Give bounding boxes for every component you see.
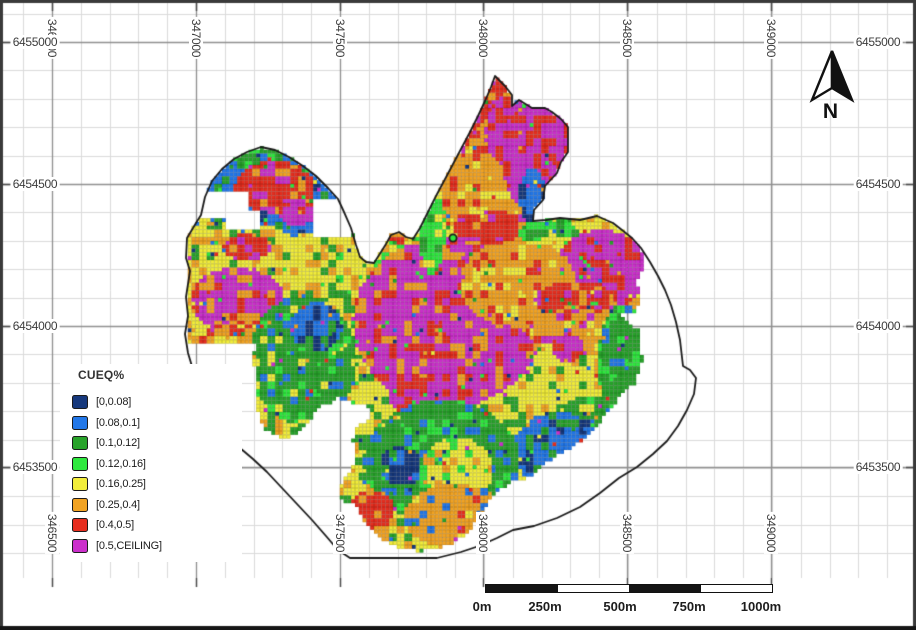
scale-bar-label: 1000m [740, 599, 782, 614]
y-axis-label-right: 6455000 [853, 35, 903, 49]
x-axis-label-bottom: 349000 [764, 511, 778, 555]
scale-bar-segment [486, 585, 558, 592]
y-axis-label-right: 6454000 [853, 319, 903, 333]
x-axis-label-top: 347500 [333, 16, 347, 60]
y-axis-label-left: 6454500 [10, 177, 60, 191]
x-axis-label-bottom: 347500 [333, 511, 347, 555]
legend-item-label: [0.08,0.1] [96, 416, 140, 429]
legend-swatch-icon [72, 415, 88, 430]
scale-bar [485, 584, 773, 593]
legend-item-label: [0.25,0.4] [96, 498, 140, 511]
legend-item: [0.4,0.5] [66, 515, 242, 536]
legend-item: [0.12,0.16] [66, 454, 242, 475]
legend-swatch-icon [72, 456, 88, 471]
legend-item-label: [0.5,CEILING] [96, 539, 162, 552]
legend-item-label: [0.4,0.5] [96, 519, 134, 532]
scale-bar-label: 0m [472, 599, 492, 614]
y-axis-label-right: 6453500 [853, 460, 903, 474]
y-axis-label-right: 6454500 [853, 177, 903, 191]
legend-item-label: [0.1,0.12] [96, 437, 140, 450]
x-axis-label-bottom: 348000 [476, 511, 490, 555]
scale-bar-label: 500m [603, 599, 637, 614]
x-axis-label-bottom: 346500 [45, 511, 59, 555]
legend-item: [0.08,0.1] [66, 413, 242, 434]
legend-swatch-icon [72, 518, 88, 533]
x-axis-label-top: 348000 [476, 16, 490, 60]
legend-item-label: [0.16,0.25] [96, 478, 146, 491]
north-arrow-icon [809, 50, 855, 103]
legend-item-label: [0,0.08] [96, 396, 132, 409]
legend-item: [0.1,0.12] [66, 433, 242, 454]
scale-bar-segment [557, 585, 629, 592]
legend-swatch-icon [72, 538, 88, 553]
legend-item: [0.16,0.25] [66, 474, 242, 495]
north-arrow: N [804, 48, 860, 132]
legend-item: [0.5,CEILING] [66, 536, 242, 557]
y-axis-label-left: 6453500 [10, 460, 60, 474]
legend-swatch-icon [72, 477, 88, 492]
y-axis-label-left: 6455000 [10, 35, 60, 49]
legend-item: [0,0.08] [66, 392, 242, 413]
scale-bar-segment [629, 585, 701, 592]
legend-swatch-icon [72, 497, 88, 512]
legend-swatch-icon [72, 395, 88, 410]
legend-item: [0.25,0.4] [66, 495, 242, 516]
x-axis-label-top: 347000 [189, 16, 203, 60]
x-axis-label-bottom: 348500 [620, 511, 634, 555]
x-axis-label-top: 349000 [764, 16, 778, 60]
scale-bar-label: 750m [672, 599, 706, 614]
north-label: N [822, 100, 839, 123]
scale-bar-label: 250m [528, 599, 562, 614]
legend-title: CUEQ% [78, 368, 125, 382]
legend-item-label: [0.12,0.16] [96, 457, 146, 470]
y-axis-label-left: 6454000 [10, 319, 60, 333]
scale-bar-segment [700, 585, 772, 592]
legend-panel: CUEQ% [0,0.08] [0.08,0.1] [0.1,0.12] [0.… [60, 364, 242, 562]
x-axis-label-top: 348500 [620, 16, 634, 60]
legend-swatch-icon [72, 436, 88, 451]
